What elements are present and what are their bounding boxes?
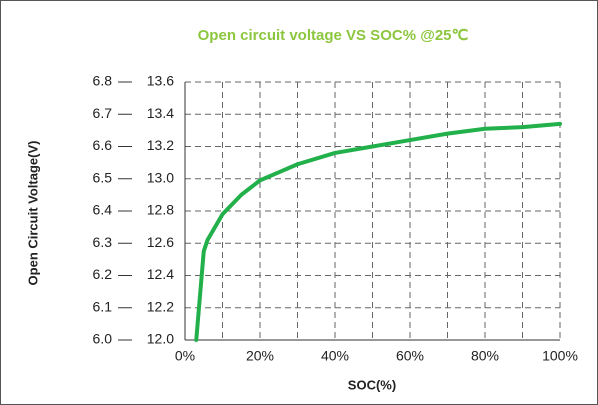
y2-tick-label: 12.2: [147, 298, 174, 314]
x-tick-label: 60%: [396, 348, 424, 364]
y-tick-label: 6.2: [93, 266, 113, 282]
x-tick-label: 20%: [246, 348, 274, 364]
y-tick-label: 6.1: [93, 298, 113, 314]
y2-tick-label: 12.4: [147, 266, 174, 282]
y2-tick-label: 12.0: [147, 331, 174, 347]
y-tick-label: 6.3: [93, 234, 113, 250]
y-tick-label: 6.7: [93, 105, 113, 121]
y2-tick-label: 13.0: [147, 169, 174, 185]
y-tick-label: 6.6: [93, 137, 113, 153]
x-tick-label: 80%: [471, 348, 499, 364]
x-tick-label: 0%: [175, 348, 195, 364]
x-tick-label: 40%: [321, 348, 349, 364]
y-axis-label: Open Circuit Voltage(V): [25, 141, 40, 286]
ocv-line: [194, 121, 562, 342]
y-tick-label: 6.0: [93, 331, 113, 347]
y2-tick-label: 13.4: [147, 105, 174, 121]
x-axis-label: SOC(%): [348, 377, 396, 392]
y2-tick-label: 13.6: [147, 73, 174, 89]
y-tick-label: 6.4: [93, 202, 113, 218]
y-tick-label: 6.5: [93, 169, 113, 185]
y2-tick-label: 12.6: [147, 234, 174, 250]
y2-tick-label: 13.2: [147, 137, 174, 153]
x-tick-label: 100%: [542, 348, 578, 364]
chart-title: Open circuit voltage VS SOC% @25℃: [198, 27, 469, 44]
y-tick-label: 6.8: [93, 73, 113, 89]
y2-tick-label: 12.8: [147, 202, 174, 218]
